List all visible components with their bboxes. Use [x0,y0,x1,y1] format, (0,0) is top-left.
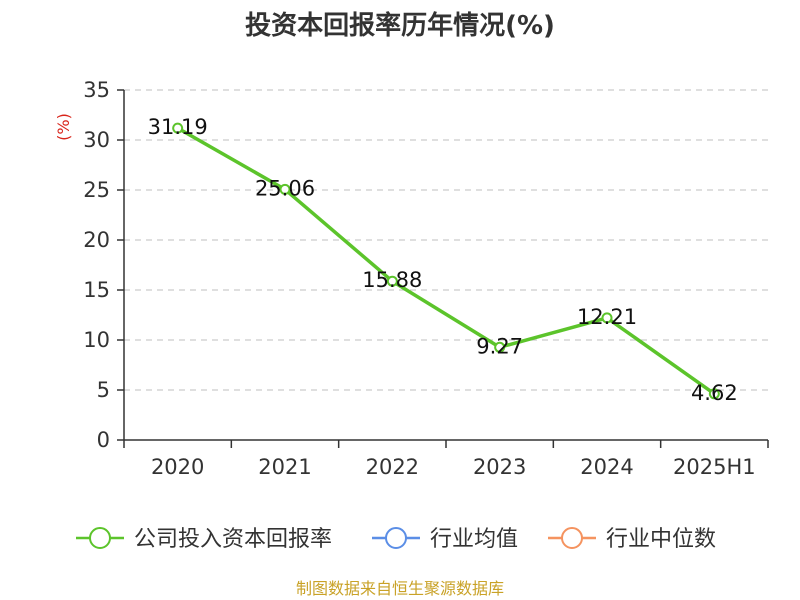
legend-item-0[interactable]: 公司投入资本回报率 [76,527,332,552]
legend-item-2[interactable]: 行业中位数 [548,527,716,552]
legend-marker-1 [385,527,407,549]
data-point-2025H1 [708,388,720,400]
legend-marker-2 [561,527,583,549]
y-tick-label-20: 20 [83,228,110,252]
x-tick-label-2023: 2023 [473,455,526,479]
data-point-2021 [279,183,291,195]
y-tick-label-0: 0 [97,428,110,452]
series-line-0 [176,126,716,396]
legend-label-2: 行业中位数 [606,527,716,552]
data-point-2024 [601,312,613,324]
y-axis-unit-label: (%) [54,113,73,141]
data-source-note: 制图数据来自恒生聚源数据库 [296,579,504,598]
y-tick-label-15: 15 [83,278,110,302]
data-label-2023: 9.27 [476,334,523,358]
x-tick-label-2020: 2020 [151,455,204,479]
legend-item-1[interactable]: 行业均值 [372,527,518,552]
legend-label-0: 公司投入资本回报率 [134,527,332,552]
y-tick-label-30: 30 [83,128,110,152]
data-point-2022 [386,275,398,287]
data-point-2023 [494,341,506,353]
x-tick-label-2021: 2021 [258,455,311,479]
legend-label-1: 行业均值 [430,527,518,552]
legend-marker-0 [89,527,111,549]
legend[interactable]: 公司投入资本回报率 行业均值 行业中位数 [76,527,716,552]
y-tick-label-25: 25 [83,178,110,202]
data-label-2021: 25.06 [255,176,315,200]
gridlines [124,89,768,391]
x-tick-label-2024: 2024 [580,455,633,479]
x-tick-label-2022: 2022 [366,455,419,479]
chart-title: 投资本回报率历年情况(%) [245,10,555,41]
y-tick-label-5: 5 [97,378,110,402]
x-tick-label-2025H1: 2025H1 [673,455,756,479]
data-labels: 31.19 25.06 15.88 9.27 12.21 4.62 [148,115,738,405]
data-label-2024: 12.21 [577,305,637,329]
series-lines [172,122,720,400]
y-tick-label-35: 35 [83,78,110,102]
axes: 0 5 10 15 20 25 30 35 2020 2021 2022 2023 2024 2025H1 [83,78,769,479]
data-label-2022: 15.88 [362,268,422,292]
data-point-2020 [172,122,184,134]
data-label-2020: 31.19 [148,115,208,139]
y-tick-label-10: 10 [83,328,110,352]
data-label-2025H1: 4.62 [691,381,738,405]
